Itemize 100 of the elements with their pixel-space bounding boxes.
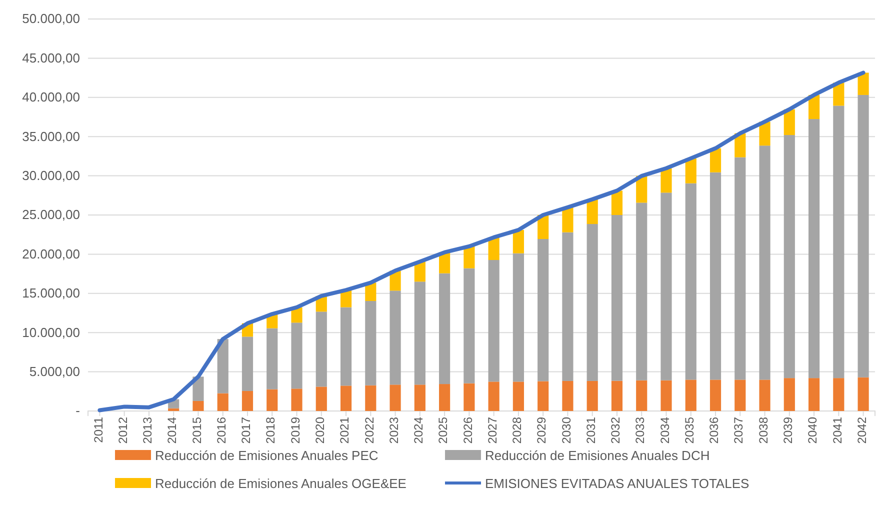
x-tick-label: 2025 — [436, 416, 450, 444]
bar — [464, 268, 475, 384]
y-tick-label: 45.000,00 — [22, 50, 80, 66]
bar — [488, 237, 500, 260]
y-tick-label: 10.000,00 — [22, 324, 80, 340]
x-tick-label: 2038 — [756, 416, 770, 444]
x-tick-label: 2021 — [338, 416, 352, 444]
bar — [685, 380, 696, 411]
bar — [168, 408, 180, 411]
x-tick-label: 2031 — [584, 416, 598, 444]
bar — [611, 380, 623, 411]
bar — [538, 381, 549, 411]
x-tick-label: 2020 — [312, 416, 327, 444]
x-tick-label: 2014 — [165, 416, 180, 444]
bar — [660, 380, 672, 411]
x-tick-label: 2019 — [288, 416, 302, 444]
bar — [759, 122, 770, 146]
bar — [611, 190, 623, 215]
bar — [390, 290, 401, 385]
y-tick-label: 40.000,00 — [22, 90, 80, 105]
bar — [340, 307, 352, 386]
bar — [291, 322, 302, 389]
bar — [858, 72, 869, 95]
bar — [365, 301, 376, 386]
x-tick-label: 2013 — [140, 416, 155, 444]
bar — [439, 273, 450, 384]
bar — [710, 148, 722, 172]
bar — [266, 328, 278, 390]
bar — [488, 382, 500, 411]
x-tick-label: 2042 — [854, 416, 869, 444]
bar — [636, 202, 648, 380]
bar — [586, 380, 598, 411]
x-tick-label: 2015 — [190, 416, 204, 444]
bar — [611, 215, 623, 381]
y-tick-label: 25.000,00 — [22, 207, 80, 222]
bar — [414, 282, 426, 385]
x-tick-label: 2024 — [412, 416, 426, 444]
x-tick-label: 2027 — [485, 416, 500, 444]
bar — [414, 384, 426, 411]
x-tick-label: 2012 — [116, 416, 130, 444]
bar — [242, 391, 254, 411]
bar — [734, 157, 746, 380]
bar — [858, 377, 869, 411]
bar — [464, 383, 475, 411]
line-series — [98, 70, 866, 412]
bar — [439, 384, 450, 411]
bar — [562, 207, 574, 232]
bar — [464, 246, 475, 268]
y-tick-label: 30.000,00 — [22, 168, 80, 183]
legend-label: Reducción de Emisiones Anuales OGE&EE — [155, 476, 407, 491]
x-tick-label: 2036 — [707, 416, 722, 444]
bar — [390, 384, 401, 411]
bar — [242, 336, 254, 392]
x-tick-label: 2022 — [362, 416, 376, 444]
x-tick-label: 2034 — [658, 416, 672, 444]
bar — [488, 260, 500, 382]
bar — [365, 385, 376, 411]
x-tick-label: 2037 — [732, 416, 746, 444]
y-tick-label: 50.000,00 — [22, 11, 80, 26]
x-tick-label: 2023 — [386, 416, 401, 444]
bar — [316, 312, 327, 387]
bar — [291, 388, 302, 411]
bar — [266, 389, 278, 411]
bar — [586, 199, 598, 224]
bar — [808, 119, 820, 378]
bar — [660, 192, 672, 380]
bar — [734, 380, 746, 411]
bar — [759, 146, 770, 380]
x-tick-label: 2032 — [608, 416, 623, 444]
bar — [512, 382, 524, 411]
x-tick-label: 2017 — [239, 416, 254, 444]
bar — [217, 339, 228, 394]
x-tick-label: 2041 — [830, 416, 844, 444]
x-tick-label: 2040 — [806, 416, 820, 444]
bar — [858, 94, 869, 378]
bar — [685, 158, 696, 184]
y-tick-label: - — [76, 403, 80, 418]
legend-label: Reducción de Emisiones Anuales PEC — [155, 448, 378, 463]
x-tick-label: 2035 — [682, 416, 696, 444]
x-tick-label: 2039 — [781, 416, 796, 444]
bar — [512, 253, 524, 382]
bar — [217, 393, 228, 411]
bar — [784, 109, 795, 136]
bar — [660, 168, 672, 193]
bar — [316, 386, 327, 411]
bar — [784, 378, 795, 411]
bar — [586, 224, 598, 381]
x-tick-label: 2028 — [510, 416, 524, 444]
bar — [784, 135, 795, 378]
x-tick-label: 2026 — [460, 416, 475, 444]
x-tick-label: 2011 — [91, 416, 106, 443]
bar — [562, 380, 574, 411]
bar — [710, 172, 722, 380]
bar — [685, 183, 696, 380]
legend-label: Reducción de Emisiones Anuales DCH — [485, 448, 710, 463]
bar — [833, 106, 844, 378]
bar — [710, 380, 722, 411]
y-tick-label: 20.000,00 — [22, 246, 80, 262]
bar — [192, 400, 204, 411]
y-tick-label: 35.000,00 — [22, 128, 80, 144]
